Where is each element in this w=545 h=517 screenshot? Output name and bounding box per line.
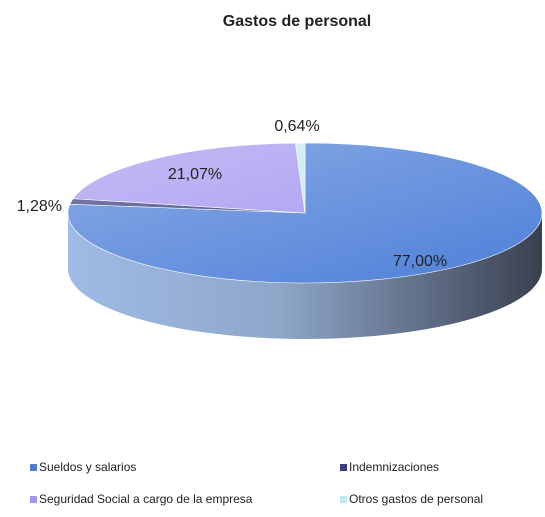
data-label: 77,00% xyxy=(393,253,447,270)
legend-label: Indemnizaciones xyxy=(349,460,439,474)
legend-swatch xyxy=(340,496,347,503)
legend-label: Sueldos y salarios xyxy=(39,460,136,474)
legend-swatch xyxy=(340,464,347,471)
legend-label: Seguridad Social a cargo de la empresa xyxy=(39,492,253,506)
legend-swatch xyxy=(30,464,37,471)
data-label: 1,28% xyxy=(17,198,62,215)
chart-title: Gastos de personal xyxy=(223,13,372,30)
data-label: 0,64% xyxy=(274,118,319,135)
data-label: 21,07% xyxy=(168,166,222,183)
slice-side xyxy=(68,213,542,339)
legend-swatch xyxy=(30,496,37,503)
legend-label: Otros gastos de personal xyxy=(349,492,483,506)
